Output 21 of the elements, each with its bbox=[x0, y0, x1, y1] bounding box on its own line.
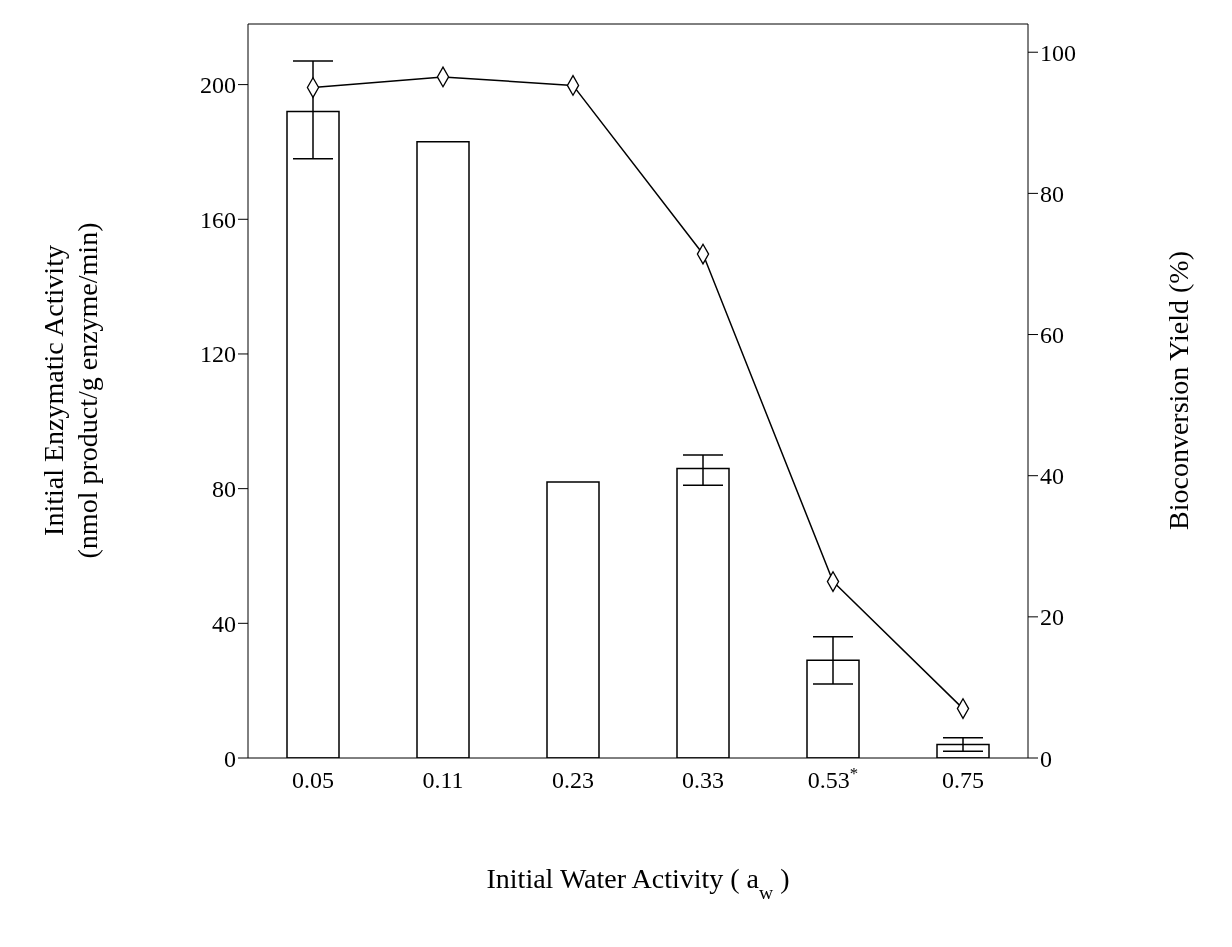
y2-tick-label: 40 bbox=[1040, 463, 1064, 490]
y-axis-title: Initial Enzymatic Activity (nmol product/g enzyme/min) bbox=[38, 222, 103, 559]
y-tick-label: 160 bbox=[200, 206, 236, 233]
y2-tick-label: 20 bbox=[1040, 604, 1064, 631]
y-tick-label: 200 bbox=[200, 72, 236, 99]
y2-tick-label: 0 bbox=[1040, 745, 1052, 772]
y2-tick-label: 80 bbox=[1040, 180, 1064, 207]
y2-axis-title: Bioconversion Yield (%) bbox=[1163, 251, 1194, 530]
x-tick-label: 0.53$^{*}$ bbox=[807, 763, 859, 793]
y-tick-label: 120 bbox=[200, 341, 236, 368]
x-tick-label: 0.33 bbox=[682, 767, 724, 793]
x-tick-label: 0.23 bbox=[552, 767, 594, 793]
y2-tick-label: 60 bbox=[1040, 322, 1064, 349]
y-tick-label: 0 bbox=[224, 745, 236, 772]
y2-tick-label: 100 bbox=[1040, 39, 1076, 66]
x-tick-label: 0.05 bbox=[292, 767, 334, 793]
x-tick-label: 0.11 bbox=[422, 767, 464, 793]
x-axis-title: Initial Water Activity ( a$_{w}$ ) bbox=[486, 863, 790, 903]
y-tick-label: 80 bbox=[212, 476, 236, 503]
x-tick-label: 0.75 bbox=[942, 767, 984, 793]
y-tick-label: 40 bbox=[212, 610, 236, 637]
